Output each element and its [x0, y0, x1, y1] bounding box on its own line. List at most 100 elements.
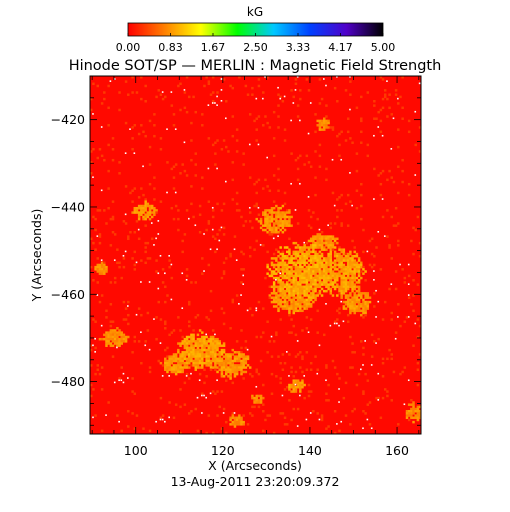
- field-pixel: [346, 268, 350, 271]
- field-pixel: [131, 91, 134, 94]
- field-pixel: [192, 344, 195, 347]
- field-pixel: [107, 106, 110, 110]
- field-pixel: [336, 279, 339, 282]
- field-pixel: [270, 261, 274, 265]
- field-pixel: [262, 224, 265, 227]
- field-pixel: [412, 409, 415, 413]
- field-pixel: [283, 283, 287, 286]
- field-pixel: [357, 307, 361, 310]
- noise-speckle: [211, 228, 214, 231]
- field-pixel: [338, 255, 341, 258]
- field-pixel: [181, 359, 184, 363]
- field-pixel: [386, 209, 389, 212]
- field-pixel: [190, 353, 193, 356]
- field-pixel: [96, 257, 100, 260]
- noise-speckle: [272, 237, 275, 240]
- field-pixel: [309, 283, 313, 286]
- field-pixel: [262, 124, 265, 127]
- field-pixel: [170, 167, 174, 171]
- noise-speckle: [214, 102, 216, 104]
- field-pixel: [279, 206, 282, 210]
- field-pixel: [231, 416, 235, 420]
- field-pixel: [118, 329, 121, 332]
- field-pixel: [198, 353, 202, 356]
- field-pixel: [192, 335, 195, 339]
- noise-speckle: [196, 396, 199, 399]
- field-pixel: [355, 106, 359, 110]
- field-pixel: [214, 348, 217, 352]
- field-pixel: [238, 366, 241, 369]
- field-pixel: [205, 228, 208, 232]
- field-pixel: [340, 274, 343, 278]
- field-pixel: [320, 270, 324, 273]
- field-pixel: [179, 82, 182, 86]
- field-pixel: [179, 368, 182, 371]
- field-pixel: [362, 316, 365, 319]
- field-pixel: [353, 279, 356, 282]
- field-pixel: [98, 235, 102, 238]
- field-pixel: [190, 344, 193, 347]
- field-pixel: [257, 178, 261, 182]
- field-pixel: [353, 292, 356, 295]
- field-pixel: [355, 294, 359, 297]
- field-pixel: [170, 370, 174, 374]
- noise-speckle: [220, 226, 223, 229]
- field-pixel: [203, 353, 206, 356]
- field-pixel: [314, 276, 317, 280]
- field-pixel: [366, 143, 370, 147]
- field-pixel: [383, 89, 387, 92]
- field-pixel: [357, 259, 361, 262]
- field-pixel: [185, 366, 189, 369]
- field-pixel: [277, 296, 280, 299]
- field-pixel: [299, 305, 302, 308]
- field-pixel: [394, 331, 398, 334]
- noise-speckle: [299, 394, 301, 397]
- field-pixel: [201, 366, 204, 369]
- field-pixel: [187, 300, 191, 304]
- colorbar-tick-label: 0.00: [116, 41, 141, 54]
- field-pixel: [96, 156, 100, 160]
- field-pixel: [242, 364, 245, 367]
- field-pixel: [122, 340, 126, 343]
- noise-speckle: [414, 110, 417, 113]
- field-pixel: [281, 294, 285, 297]
- field-pixel: [242, 357, 245, 361]
- field-pixel: [116, 337, 119, 341]
- field-pixel: [277, 230, 280, 234]
- field-pixel: [299, 261, 302, 265]
- field-pixel: [181, 366, 184, 369]
- field-pixel: [168, 361, 171, 365]
- field-pixel: [312, 276, 315, 280]
- noise-speckle: [340, 158, 343, 161]
- field-pixel: [190, 359, 193, 363]
- field-pixel: [98, 300, 102, 304]
- field-pixel: [342, 307, 346, 310]
- noise-speckle: [168, 416, 170, 419]
- field-pixel: [325, 285, 328, 289]
- field-pixel: [192, 333, 195, 337]
- noise-speckle: [255, 97, 258, 100]
- noise-speckle: [118, 420, 120, 423]
- field-pixel: [309, 226, 313, 230]
- field-pixel: [279, 318, 282, 321]
- field-pixel: [270, 211, 274, 214]
- field-pixel: [307, 259, 311, 262]
- field-pixel: [320, 281, 324, 284]
- field-pixel: [181, 342, 184, 345]
- field-pixel: [283, 202, 287, 206]
- field-pixel: [314, 235, 317, 238]
- field-pixel: [137, 340, 141, 343]
- field-pixel: [303, 244, 306, 247]
- field-pixel: [179, 431, 182, 435]
- noise-speckle: [170, 91, 173, 93]
- field-pixel: [360, 130, 363, 134]
- field-pixel: [288, 211, 291, 214]
- field-pixel: [320, 287, 324, 291]
- field-pixel: [305, 283, 309, 286]
- field-pixel: [288, 294, 291, 297]
- field-pixel: [272, 226, 276, 230]
- field-pixel: [307, 300, 311, 304]
- field-pixel: [216, 359, 219, 363]
- field-pixel: [196, 357, 200, 361]
- field-pixel: [351, 351, 354, 354]
